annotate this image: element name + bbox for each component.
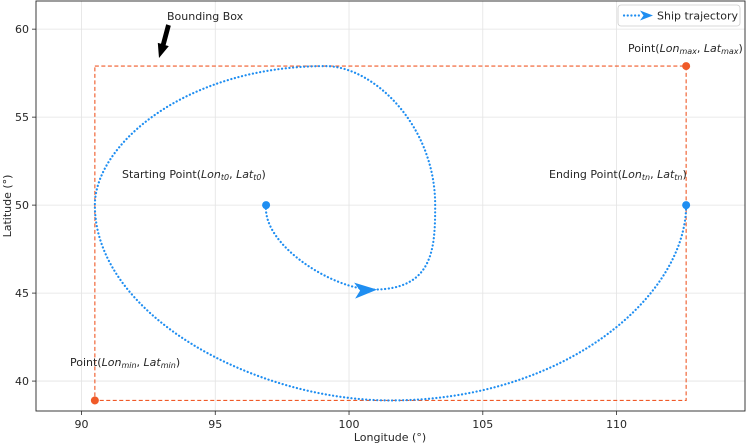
max-point-marker: [682, 62, 691, 71]
grid-lines: [36, 1, 745, 411]
start-point-marker: [262, 201, 271, 210]
y-axis-label: Latitude (°): [1, 175, 14, 238]
x-tick-label: 90: [74, 418, 88, 431]
x-axis-label: Longitude (°): [354, 431, 426, 443]
max-point-annotation: Point(Lonmax, Latmax): [628, 42, 743, 56]
ship-trajectory-line: [93, 65, 688, 402]
y-tick-label: 50: [15, 199, 29, 212]
y-tick-label: 60: [15, 23, 29, 36]
legend-arrow-sample: [640, 10, 653, 21]
x-tick-label: 110: [606, 418, 627, 431]
bounding-box-annotation: Bounding Box: [167, 10, 244, 23]
legend: Ship trajectory: [617, 4, 741, 27]
x-tick-label: 95: [208, 418, 222, 431]
end-point-marker: [682, 201, 691, 210]
y-tick-label: 45: [15, 287, 29, 300]
plot-frame: [35, 0, 746, 412]
x-tick-label: 105: [472, 418, 493, 431]
axis-ticks: 90 95 100 105 110 40 45 50 55 60: [15, 23, 627, 431]
min-point-marker: [90, 396, 99, 405]
y-tick-label: 55: [15, 111, 29, 124]
x-tick-label: 100: [339, 418, 360, 431]
legend-box: [617, 4, 741, 27]
bounding-box-pointer-arrow: [157, 24, 171, 58]
min-point-annotation: Point(Lonmin, Latmin): [70, 356, 180, 370]
trajectory-direction-arrow: [354, 282, 378, 299]
legend-entry-ship-trajectory: Ship trajectory: [657, 10, 739, 23]
end-point-annotation: Ending Point(Lontn, Lattn): [549, 168, 687, 182]
y-tick-label: 40: [15, 375, 29, 388]
bounding-box-rect: [94, 65, 687, 401]
start-point-annotation: Starting Point(Lont0, Latt0): [122, 168, 266, 182]
